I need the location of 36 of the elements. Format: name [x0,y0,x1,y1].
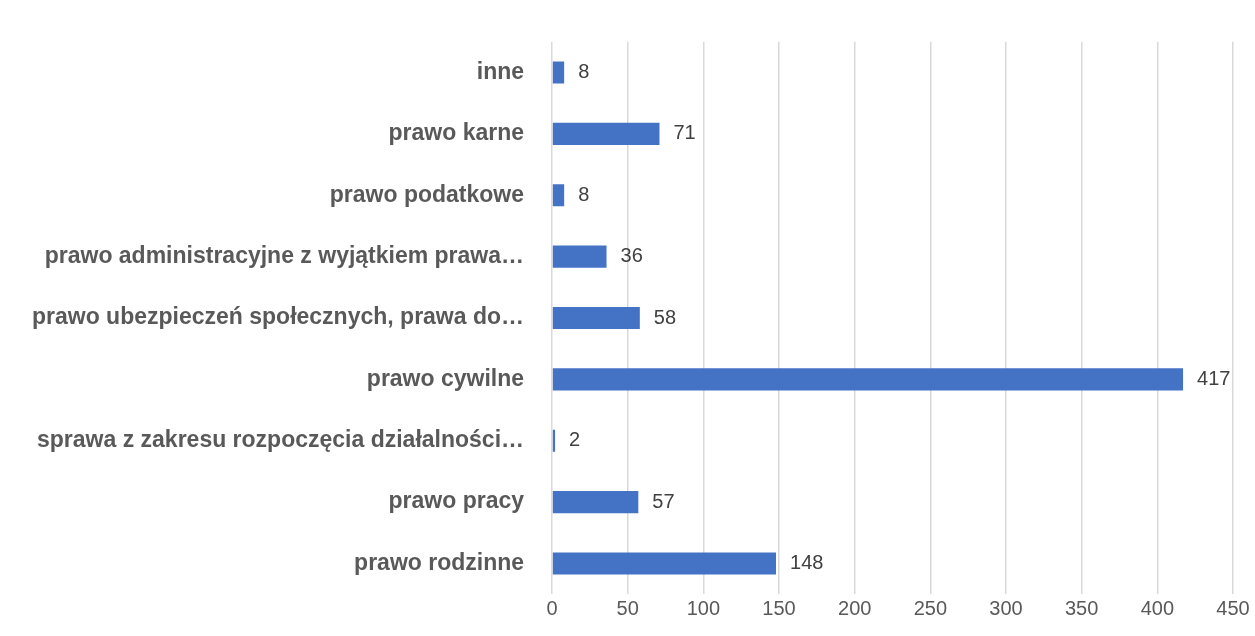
data-label: 148 [790,551,824,574]
bar [552,122,660,145]
data-label: 57 [652,489,675,512]
x-tick-label: 400 [1140,596,1175,619]
data-label: 58 [653,305,677,328]
x-tick-label: 300 [989,596,1023,619]
data-label: 8 [578,60,590,82]
bar [552,368,1184,391]
x-tick-label: 0 [546,596,558,619]
y-tick-label: inne [476,57,525,84]
x-tick-label: 150 [762,596,796,619]
y-tick-label: prawo pracy [388,487,525,514]
x-tick-label: 250 [913,596,948,619]
data-label: 71 [673,121,696,144]
x-tick-label: 50 [616,596,639,619]
bar [552,552,777,575]
y-tick-label: prawo ubezpieczeń społecznych, prawa do… [31,303,525,330]
data-label: 2 [569,428,581,451]
y-tick-label: prawo cywilne [366,364,525,391]
bar [552,491,639,514]
x-tick-label: 100 [686,596,721,619]
bar [552,306,640,330]
x-tick-label: 200 [838,596,872,619]
y-tick-label: prawo rodzinne [354,548,525,575]
y-tick-label: sprawa z zakresu rozpoczęcia działalności… [37,426,525,453]
bar [552,184,565,207]
y-tick-label: prawo podatkowe [329,180,525,207]
x-tick-label: 450 [1216,596,1250,619]
y-tick-label: prawo administracyjne z wyjątkiem prawa… [44,241,525,268]
x-tick-label: 350 [1064,596,1099,619]
bar [552,61,565,84]
bar [552,245,607,268]
data-label: 417 [1197,366,1231,389]
y-tick-label: prawo karne [388,119,525,146]
data-label: 36 [620,244,643,267]
data-label: 8 [578,182,590,205]
